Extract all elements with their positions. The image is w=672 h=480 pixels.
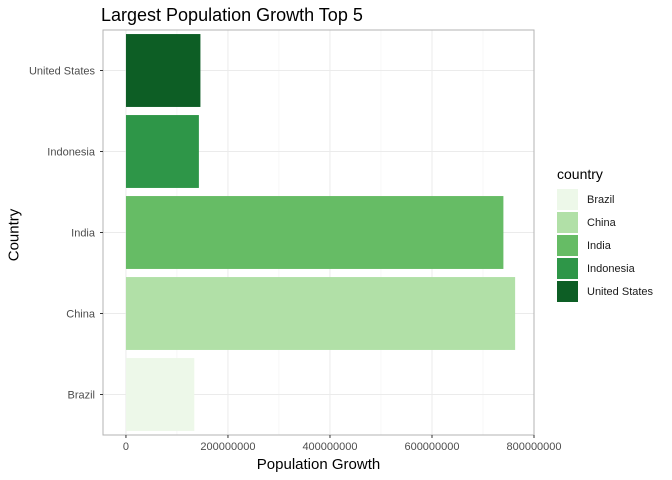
legend-key: [557, 189, 578, 210]
legend-label: Brazil: [587, 193, 615, 206]
bar-brazil: [125, 358, 195, 431]
x-tick-label: 600000000: [404, 441, 459, 453]
chart-title: Largest Population Growth Top 5: [101, 5, 363, 25]
legend-title: country: [557, 166, 603, 182]
legend: country Brazil China India Indonesia United …: [557, 166, 653, 303]
x-tick-label: 0: [123, 441, 129, 453]
legend-item: United States: [557, 280, 653, 303]
y-tick-label: China: [66, 309, 96, 321]
legend-item: Brazil: [557, 188, 653, 211]
y-tick-label: Brazil: [67, 390, 95, 402]
bar-united-states: [125, 34, 201, 107]
y-tick-label: India: [71, 228, 96, 240]
legend-label: India: [587, 239, 611, 252]
bar-indonesia: [125, 115, 199, 188]
legend-item: China: [557, 211, 653, 234]
x-axis: 0 200000000 400000000 600000000 800000000: [123, 435, 562, 453]
x-tick-label: 800000000: [506, 441, 561, 453]
y-axis: Brazil China India Indonesia United States: [29, 66, 103, 402]
bar-india: [125, 196, 504, 269]
x-axis-label: Population Growth: [256, 456, 381, 473]
x-tick-label: 400000000: [302, 441, 357, 453]
legend-key: [557, 212, 578, 233]
y-axis-label: Country: [5, 208, 23, 262]
y-tick-label: United States: [29, 66, 96, 78]
legend-key: [557, 258, 578, 279]
x-tick-label: 200000000: [200, 441, 255, 453]
legend-item: Indonesia: [557, 257, 653, 280]
bars: [125, 34, 516, 431]
legend-item: India: [557, 234, 653, 257]
legend-key: [557, 281, 578, 302]
legend-items: Brazil China India Indonesia United States: [557, 188, 653, 303]
y-tick-label: Indonesia: [47, 147, 96, 159]
bar-china: [125, 277, 516, 350]
legend-key: [557, 235, 578, 256]
legend-label: China: [587, 216, 616, 229]
legend-label: Indonesia: [587, 262, 635, 275]
legend-label: United States: [587, 285, 654, 298]
